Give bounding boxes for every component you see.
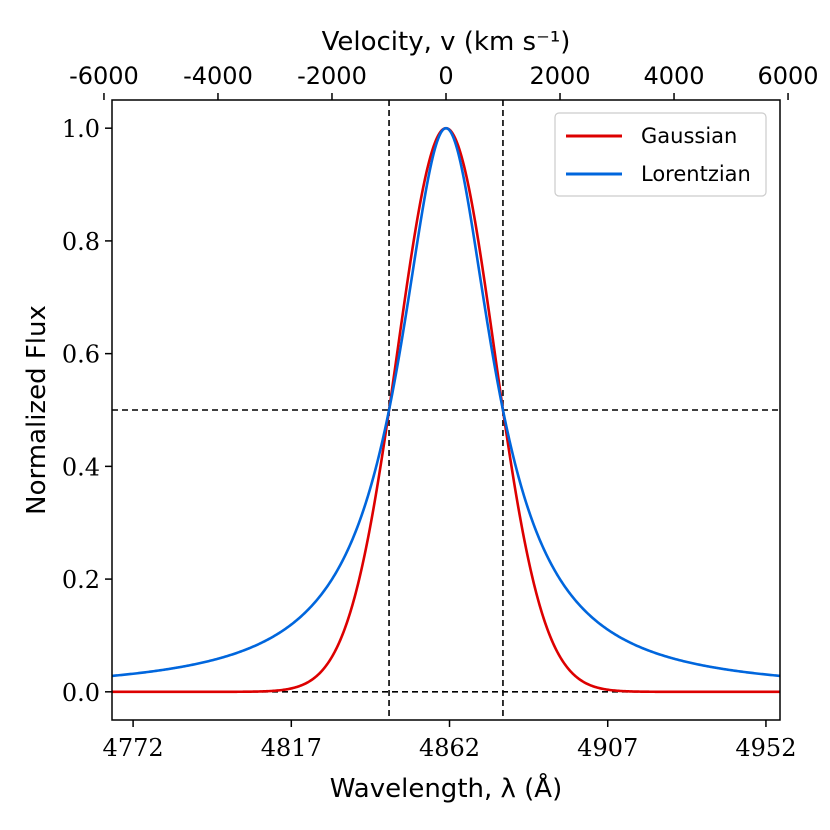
legend-label-gaussian: Gaussian — [641, 124, 737, 148]
top-tick-label: 4000 — [643, 62, 704, 90]
y-tick-label: 1.0 — [62, 115, 100, 143]
x-tick-label: 4952 — [735, 734, 796, 762]
top-tick-label: -6000 — [69, 62, 139, 90]
y-tick-label: 0.2 — [62, 566, 100, 594]
x-tick-label: 4862 — [419, 734, 480, 762]
y-tick-label: 0.8 — [62, 228, 100, 256]
y-tick-label: 0.0 — [62, 679, 100, 707]
y-tick-label: 0.4 — [62, 453, 100, 481]
legend: Gaussian Lorentzian — [554, 112, 767, 197]
top-tick-label: -4000 — [183, 62, 253, 90]
plot-area — [112, 100, 780, 720]
x-axis-label: Wavelength, λ (Å) — [330, 772, 563, 804]
legend-label-lorentzian: Lorentzian — [641, 162, 751, 186]
top-tick-label: -2000 — [297, 62, 367, 90]
top-tick-label: 2000 — [529, 62, 590, 90]
top-x-axis-label: Velocity, v (km s⁻¹) — [322, 27, 571, 57]
top-tick-label: 6000 — [758, 62, 819, 90]
x-tick-label: 4817 — [261, 734, 322, 762]
y-tick-label: 0.6 — [62, 341, 100, 369]
x-tick-label: 4907 — [577, 734, 638, 762]
y-axis-label: Normalized Flux — [22, 305, 52, 515]
series-line-lorentzian — [112, 126, 780, 678]
ticks: 4772 4817 4862 4907 4952 0.0 0.2 0.4 0.6 0.8 1.0 -6… — [62, 62, 819, 762]
top-tick-label: 0 — [438, 62, 453, 90]
x-tick-label: 4772 — [103, 734, 164, 762]
